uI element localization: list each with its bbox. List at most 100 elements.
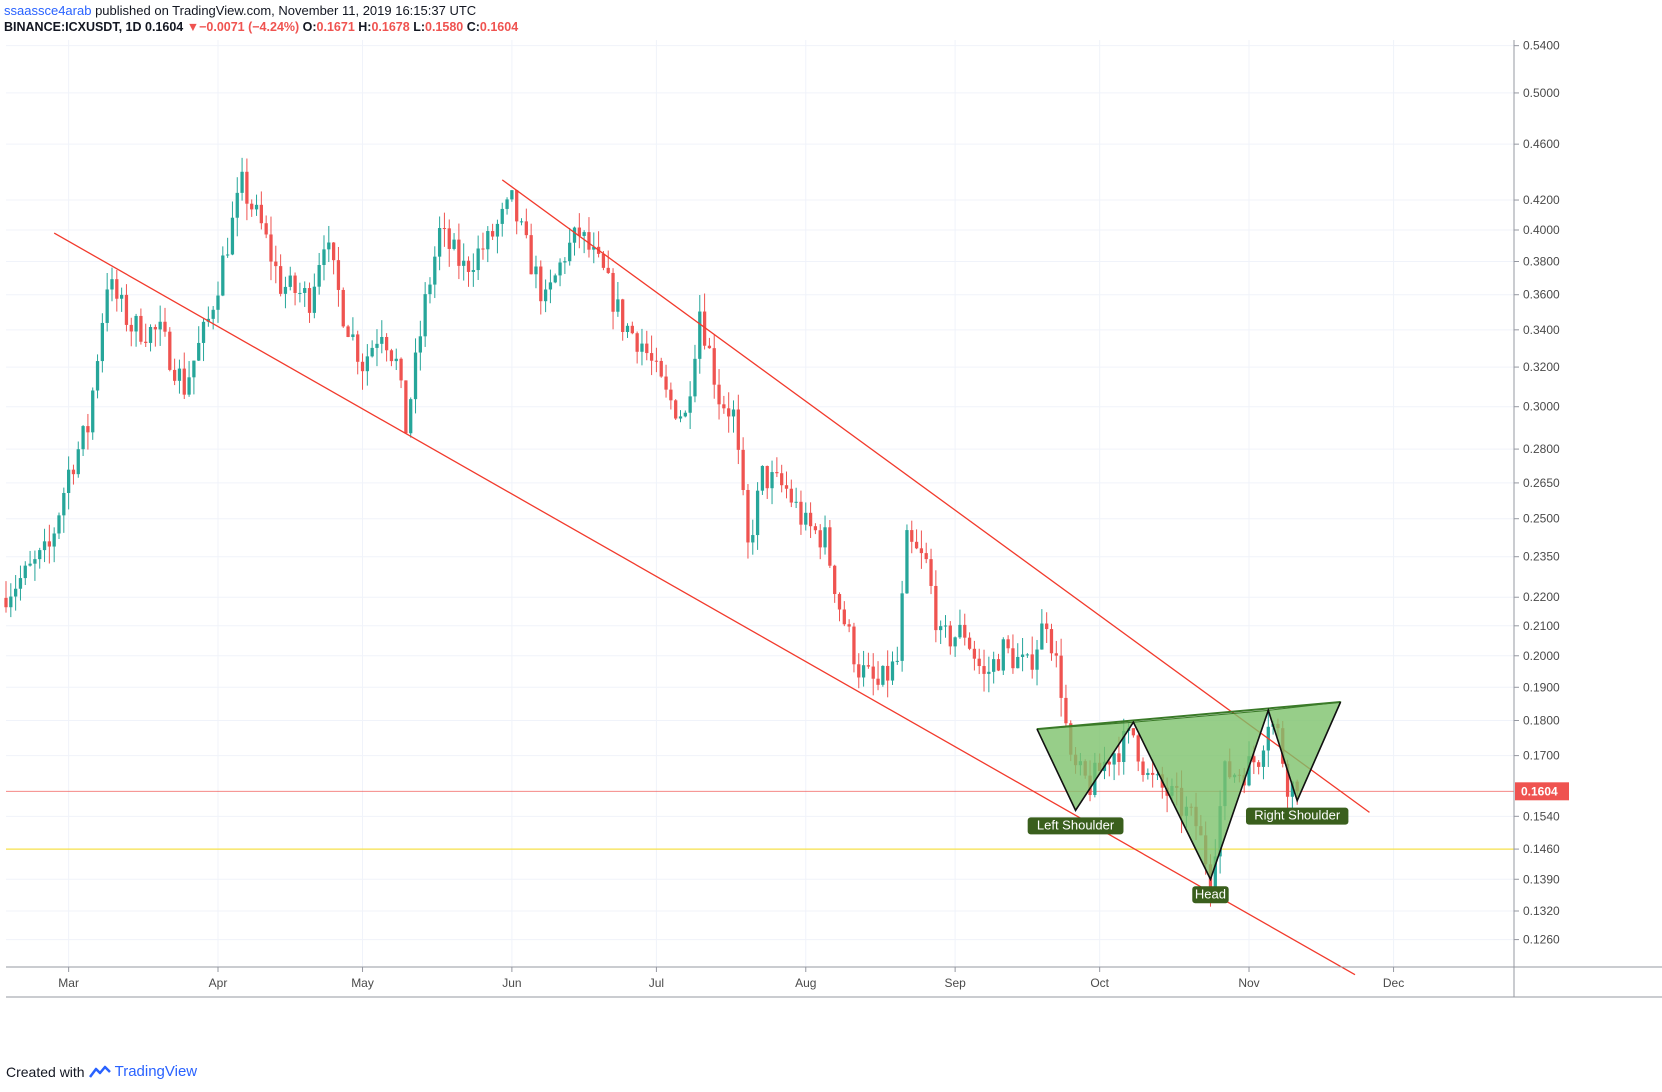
candle-body xyxy=(568,242,572,262)
candle-body xyxy=(842,609,846,625)
candle-body xyxy=(144,341,148,343)
candle-body xyxy=(992,659,996,672)
candle-body xyxy=(760,465,765,491)
candle-body xyxy=(283,286,288,294)
low-value: 0.1580 xyxy=(425,20,464,34)
candle-body xyxy=(717,384,721,405)
plot-background xyxy=(6,40,1514,967)
tradingview-brand[interactable]: TradingView xyxy=(114,1063,198,1080)
candle-body xyxy=(413,352,418,400)
candle-body xyxy=(197,342,201,361)
candle-body xyxy=(808,512,813,527)
candle-body xyxy=(418,336,422,353)
candle-body xyxy=(23,565,27,579)
candle-body xyxy=(958,624,962,638)
candle-body xyxy=(659,360,663,377)
candle-body xyxy=(124,294,129,325)
candle-body xyxy=(115,279,119,299)
candle-body xyxy=(1035,649,1039,670)
candle-body xyxy=(476,248,480,271)
pattern-label: Left Shoulder xyxy=(1037,817,1115,832)
last-price-box xyxy=(1515,782,1569,801)
candle-body xyxy=(192,360,196,378)
pattern-label-bg xyxy=(1192,886,1229,904)
candle-body xyxy=(640,343,644,352)
lower-channel-line[interactable] xyxy=(53,232,1356,976)
candle-body xyxy=(100,322,104,362)
pattern-outline[interactable] xyxy=(1036,701,1342,882)
time-axis[interactable]: Mar Apr May Jun Jul Aug Sep Oct Nov Dec xyxy=(58,967,1404,990)
candle-body xyxy=(303,288,307,293)
candle-body xyxy=(1290,781,1295,797)
candle-body xyxy=(948,625,952,647)
candle-body xyxy=(42,541,47,551)
candle-body xyxy=(914,541,919,549)
candle-body xyxy=(789,488,793,503)
neckline[interactable] xyxy=(1036,701,1341,731)
candle-body xyxy=(245,171,249,204)
upper-channel-line[interactable] xyxy=(501,179,1370,813)
candle-body xyxy=(1016,656,1020,669)
y-tick-label: 0.1700 xyxy=(1523,749,1560,763)
candle-body xyxy=(500,208,504,224)
candle-body xyxy=(1045,623,1049,630)
publisher-name[interactable]: ssaassce4arab xyxy=(4,3,92,18)
support-layer xyxy=(6,790,1514,850)
candle-body xyxy=(1059,655,1063,698)
candle-body xyxy=(582,232,586,236)
candle-body xyxy=(423,294,427,337)
candle-body xyxy=(654,360,659,362)
candle-body xyxy=(881,665,885,685)
x-tick-label: Nov xyxy=(1238,976,1259,990)
candle-body xyxy=(837,594,842,610)
candle-body xyxy=(553,275,557,283)
pattern-layer[interactable]: Left Shoulder Head Right Shoulder xyxy=(1027,701,1349,904)
candle-body xyxy=(481,248,485,250)
price-axis[interactable]: 0.5400 0.5000 0.4600 0.4200 0.4000 0.3800 0.36… xyxy=(1514,39,1560,947)
candle-body xyxy=(587,232,591,250)
candle-body xyxy=(669,389,673,401)
candle-body xyxy=(765,465,769,489)
candle-body xyxy=(886,665,890,681)
candle-body xyxy=(755,490,760,536)
close-value: 0.1604 xyxy=(479,20,519,34)
candle-body xyxy=(731,409,736,417)
candle-body xyxy=(977,658,981,667)
candle-body xyxy=(119,294,124,299)
y-tick-label: 0.1260 xyxy=(1523,933,1560,947)
candle-body xyxy=(572,227,577,243)
candle-body xyxy=(828,527,832,566)
candle-body xyxy=(380,336,384,344)
candle-body xyxy=(871,666,875,679)
candle-body xyxy=(539,266,543,302)
candle-body xyxy=(967,637,972,649)
candle-body xyxy=(996,659,1001,671)
candle-body xyxy=(876,678,880,685)
candle-body xyxy=(105,289,109,323)
last-price-label: 0.1604 xyxy=(1521,784,1558,798)
candle-body xyxy=(428,284,432,295)
candle-body xyxy=(312,286,316,313)
candle-body xyxy=(1030,654,1034,670)
y-tick-label: 0.2800 xyxy=(1523,442,1560,456)
candle-body xyxy=(529,235,533,275)
trendline-layer[interactable] xyxy=(53,179,1370,976)
tradingview-logo-icon[interactable] xyxy=(88,1065,111,1079)
candle-body xyxy=(240,171,244,193)
high-value: 0.1678 xyxy=(371,20,410,34)
pattern-label-bg xyxy=(1245,807,1349,825)
candle-body xyxy=(515,190,519,222)
candle-body xyxy=(486,231,490,250)
candle-body xyxy=(404,380,408,434)
candle-body xyxy=(799,501,803,525)
candle-body xyxy=(784,485,789,489)
candle-body xyxy=(548,282,553,290)
candle-body xyxy=(939,626,943,631)
candle-body xyxy=(360,361,365,372)
candle-body xyxy=(71,469,76,475)
candle-body xyxy=(177,368,182,381)
candle-body xyxy=(18,578,23,589)
candle-body xyxy=(1054,653,1058,656)
candle-body xyxy=(1257,762,1261,767)
